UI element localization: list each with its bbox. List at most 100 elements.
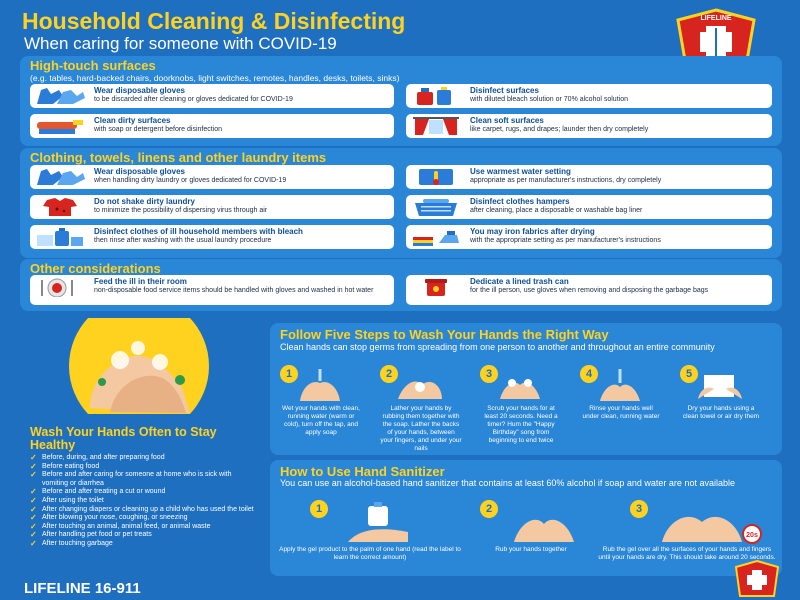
list-item: After using the toilet	[30, 497, 255, 506]
item-desc: for the ill person, use gloves when remo…	[470, 287, 709, 294]
five-steps-title: Follow Five Steps to Wash Your Hands the…	[280, 327, 609, 342]
list-item: After changing diapers or cleaning up a …	[30, 506, 255, 515]
list-item: After touching an animal, animal feed, o…	[30, 523, 255, 532]
wash-often-list: Before, during, and after preparing food…	[30, 454, 255, 549]
step-caption: Rub the gel over all the surfaces of you…	[598, 546, 776, 561]
sanitizer-bottle-icon	[348, 502, 408, 542]
trash-can-icon	[425, 279, 447, 296]
thermometer-icon	[419, 169, 453, 185]
logo-text-top: LIFELINE	[700, 15, 731, 22]
step-number: 1	[310, 500, 328, 518]
step-caption: Scrub your hands for at least 20 seconds…	[484, 405, 558, 444]
laundry-item: Disinfect clothes hampers after cleaning…	[406, 195, 772, 219]
other-item: Dedicate a lined trash can for the ill p…	[406, 275, 772, 305]
item-title: Disinfect surfaces	[470, 86, 539, 95]
list-item: After handling pet food or pet treats	[30, 531, 255, 540]
high-touch-item: Clean dirty surfaces with soap or deterg…	[30, 114, 394, 138]
list-item: After touching garbage	[30, 540, 255, 549]
item-title: Feed the ill in their room	[94, 277, 187, 286]
high-touch-item: Wear disposable gloves to be discarded a…	[30, 84, 394, 108]
item-desc: non-disposable food service items should…	[94, 287, 374, 294]
iron-icon	[413, 231, 459, 246]
laundry-title: Clothing, towels, linens and other laund…	[30, 150, 327, 165]
laundry-item: You may iron fabrics after drying with t…	[406, 225, 772, 249]
sanitizer-step: 1	[310, 500, 430, 544]
scrub-brush-icon	[37, 120, 83, 134]
list-item: Before and after caring for someone at h…	[30, 471, 255, 488]
sanitizer-title: How to Use Hand Sanitizer	[280, 464, 445, 479]
item-desc: with diluted bleach solution or 70% alco…	[470, 96, 628, 103]
step-number: 3	[480, 365, 498, 383]
item-title: Disinfect clothes hampers	[470, 197, 570, 206]
item-title: Do not shake dirty laundry	[94, 197, 195, 206]
laundry-item: Do not shake dirty laundry to minimize t…	[30, 195, 394, 219]
item-desc: to be discarded after cleaning or gloves…	[94, 96, 293, 103]
sanitizer-step: 3 20s	[630, 496, 770, 544]
step-caption: Rinse your hands well under clean, runni…	[582, 405, 660, 420]
hands-illustration	[69, 318, 209, 414]
item-desc: with the appropriate setting as per manu…	[470, 237, 661, 244]
item-title: Clean soft surfaces	[470, 116, 544, 125]
scrub-hands-icon	[500, 379, 540, 399]
item-title: Disinfect clothes of ill household membe…	[94, 227, 303, 236]
item-title: Clean dirty surfaces	[94, 116, 171, 125]
laundry-item: Use warmest water setting appropriate as…	[406, 165, 772, 189]
item-title: Dedicate a lined trash can	[470, 277, 569, 286]
wash-often-panel: Wash Your Hands Often to Stay Healthy Be…	[20, 318, 258, 580]
other-title: Other considerations	[30, 261, 161, 276]
item-desc: appropriate as per manufacturer's instru…	[470, 177, 662, 184]
item-title: Wear disposable gloves	[94, 86, 185, 95]
towel-icon	[698, 375, 742, 399]
curtains-icon	[413, 117, 459, 135]
wash-often-title: Wash Your Hands Often to Stay Healthy	[30, 425, 217, 452]
sanitizer-text: You can use an alcohol-based hand saniti…	[280, 478, 735, 488]
other-item: Feed the ill in their room non-disposabl…	[30, 275, 394, 305]
item-title: Wear disposable gloves	[94, 167, 185, 176]
sanitizer-panel: How to Use Hand Sanitizer You can use an…	[270, 460, 782, 576]
step-number: 5	[680, 365, 698, 383]
high-touch-item: Disinfect surfaces with diluted bleach s…	[406, 84, 772, 108]
timer-label: 20s	[746, 532, 758, 539]
high-touch-title: High-touch surfaces	[30, 58, 156, 73]
gloves-icon	[37, 169, 85, 185]
detergent-icon	[37, 228, 83, 246]
gloves-icon	[37, 88, 85, 104]
five-steps-panel: Follow Five Steps to Wash Your Hands the…	[270, 323, 782, 455]
rinse-hands-icon	[600, 369, 640, 401]
item-desc: with soap or detergent before disinfecti…	[94, 126, 223, 133]
item-desc: when handling dirty laundry or gloves de…	[94, 177, 287, 184]
step-caption: Dry your hands using a clean towel or ai…	[682, 405, 760, 420]
page-title: Household Cleaning & Disinfecting	[22, 8, 406, 34]
list-item: Before eating food	[30, 463, 255, 472]
five-steps-text: Clean hands can stop germs from spreadin…	[280, 342, 715, 352]
step-number: 2	[380, 365, 398, 383]
step-caption: Wet your hands with clean, running water…	[282, 405, 360, 436]
item-title: Use warmest water setting	[470, 167, 571, 176]
item-desc: then rinse after washing with the usual …	[94, 237, 272, 244]
page-subtitle: When caring for someone with COVID-19	[24, 34, 337, 53]
item-title: You may iron fabrics after drying	[470, 227, 595, 236]
sanitizer-step: 2	[480, 500, 600, 544]
high-touch-subtitle: (e.g. tables, hard-backed chairs, doorkn…	[30, 73, 400, 83]
footer-brand: LIFELINE 16-911	[24, 580, 141, 597]
step-caption: Lather your hands by rubbing them togeth…	[380, 405, 462, 452]
step-number: 2	[480, 500, 498, 518]
dry-hands-icon: 20s	[662, 516, 762, 544]
list-item: Before, during, and after preparing food	[30, 454, 255, 463]
high-touch-item: Clean soft surfaces like carpet, rugs, a…	[406, 114, 772, 138]
laundry-basket-icon	[415, 199, 457, 216]
list-item: After blowing your nose, coughing, or sn…	[30, 514, 255, 523]
item-desc: to minimize the possibility of dispersin…	[94, 207, 268, 214]
step-number: 3	[630, 500, 648, 518]
wet-hands-icon	[300, 369, 340, 401]
laundry-item: Wear disposable gloves when handling dir…	[30, 165, 394, 189]
food-plate-icon	[41, 278, 73, 297]
item-desc: after cleaning, place a disposable or wa…	[470, 207, 643, 214]
rub-hands-icon	[514, 519, 574, 542]
step-caption: Rub your hands together	[495, 546, 567, 553]
shirt-icon	[43, 198, 77, 216]
footer-logo	[734, 560, 780, 597]
step-caption: Apply the gel product to the palm of one…	[279, 546, 461, 561]
step-number: 4	[580, 365, 598, 383]
item-desc: like carpet, rugs, and drapes; launder t…	[470, 126, 649, 133]
